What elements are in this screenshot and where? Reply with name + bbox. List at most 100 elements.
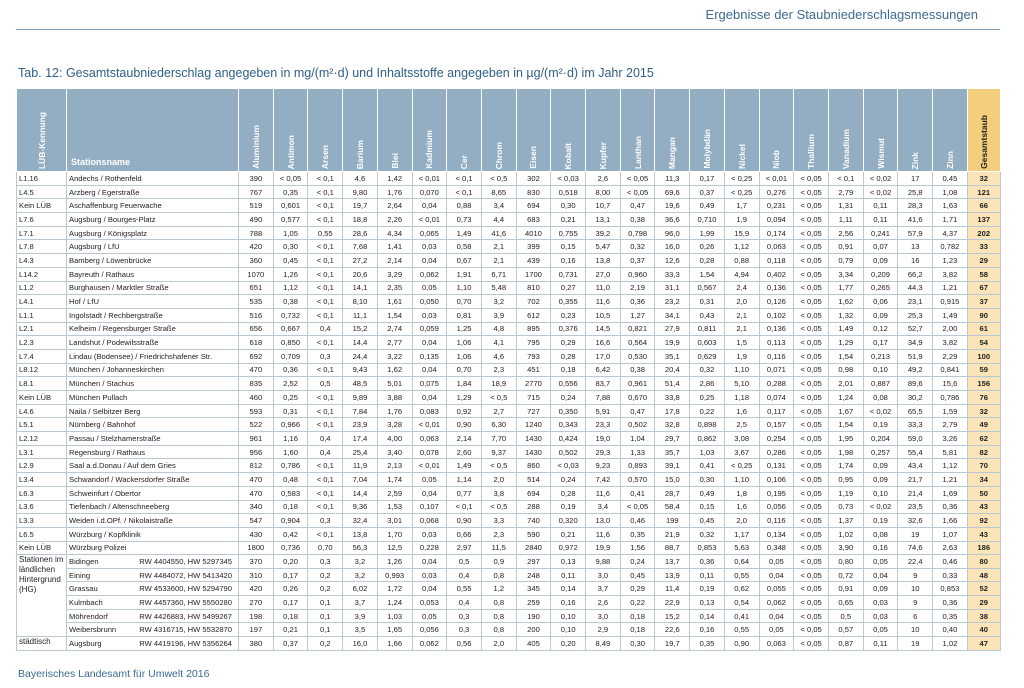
table-cell: 0,30 — [272, 239, 309, 255]
table-cell: 2,59 — [376, 485, 413, 501]
station-coords: RW 4404550, HW 5297345 — [139, 556, 232, 566]
table-cell: 0,887 — [862, 376, 899, 391]
table-cell: 0,231 — [758, 198, 795, 214]
table-cell: 0,174 — [758, 225, 795, 241]
table-cell: 2770 — [515, 376, 552, 391]
table-cell: 8,10 — [342, 294, 378, 309]
table-cell: 0,03 — [862, 595, 899, 610]
table-cell: 32 — [966, 171, 1001, 186]
table-cell: 3,2 — [342, 554, 378, 569]
column-header: Kobalt — [550, 88, 587, 172]
table-cell: 0,135 — [411, 348, 448, 364]
table-cell: < 0,05 — [793, 554, 829, 569]
table-cell: 2,1 — [480, 239, 517, 255]
table-cell: 0,083 — [411, 403, 448, 419]
table-cell: 1700 — [515, 266, 552, 282]
column-header-text: Wismut — [875, 138, 886, 169]
table-cell: 0,08 — [862, 390, 899, 405]
table-cell: 1,74 — [827, 458, 864, 474]
table-cell: 15,6 — [932, 376, 968, 391]
table-cell: 2840 — [515, 540, 552, 556]
column-header-text: Kupfer — [597, 141, 608, 169]
table-cell: 28,7 — [654, 485, 691, 501]
column-header: Nickel — [723, 88, 760, 172]
column-header: Aluminium — [238, 88, 274, 172]
table-cell: 17,8 — [654, 403, 691, 419]
table-cell: 7,70 — [480, 431, 517, 446]
table-cell: 0,17 — [862, 335, 899, 350]
table-cell: 0,074 — [758, 390, 795, 405]
table-cell: 0,355 — [550, 294, 587, 309]
table-cell: 2,9 — [585, 622, 621, 638]
table-cell: 2,1 — [723, 307, 760, 323]
table-cell: 3,9 — [480, 307, 517, 323]
table-cell: 860 — [515, 458, 552, 474]
station-cell: Möhrendorf RW 4426883, HW 5499267 — [66, 608, 239, 624]
table-cell: 7,84 — [342, 403, 378, 419]
table-cell: 52 — [966, 581, 1001, 597]
table-cell: 1,18 — [723, 390, 760, 405]
table-cell: 1070 — [238, 266, 274, 282]
table-cell: 1,27 — [619, 307, 656, 323]
table-cell: 0,4 — [446, 595, 482, 610]
table-row: L14.2 Bayreuth / Rathaus 1070 1,26 < 0,1 20,6… — [16, 266, 1001, 282]
table-cell: 1240 — [515, 417, 552, 433]
table-cell: 0,07 — [862, 239, 899, 255]
table-cell: 0,841 — [932, 362, 968, 378]
table-row: Stationen im ländlichen Hintergrund (HG)… — [16, 553, 1001, 638]
table-cell: 0,16 — [862, 540, 899, 556]
table-cell: 0,062 — [411, 266, 448, 282]
table-cell: L4.3 — [16, 253, 67, 268]
table-cell: 0,77 — [446, 485, 482, 501]
table-cell: < 0,05 — [793, 266, 829, 282]
table-cell: 24,4 — [342, 348, 378, 364]
table-cell: 1,99 — [689, 225, 725, 241]
table-cell: 1,62 — [827, 294, 864, 309]
column-header-text: Thallium — [806, 134, 817, 169]
table-cell: 0,21 — [550, 212, 587, 227]
table-cell: 0,4 — [307, 321, 344, 337]
table-cell: 0,904 — [272, 513, 309, 528]
table-cell: 0,157 — [758, 417, 795, 433]
column-header-text: Barium — [354, 139, 365, 169]
table-cell: 0,24 — [550, 472, 587, 487]
station-name: Bidingen — [69, 556, 99, 566]
table-cell: 54 — [966, 335, 1001, 350]
table-cell: 80 — [966, 554, 1001, 569]
table-cell: 5,91 — [585, 403, 621, 419]
table-cell: 0,37 — [272, 636, 309, 651]
table-cell: 22,9 — [654, 595, 691, 610]
station-name: Grassau — [69, 584, 98, 594]
table-cell: 198 — [238, 608, 274, 624]
table-cell: 29 — [966, 595, 1001, 610]
table-cell: 1,66 — [376, 636, 413, 651]
station-coords: RW 4484072, HW 5413420 — [139, 570, 232, 580]
table-cell: 0,254 — [758, 431, 795, 446]
table-cell: 22,6 — [654, 622, 691, 638]
table-cell: 0,11 — [689, 567, 725, 583]
table-cell: 702 — [515, 294, 552, 309]
table-cell: 4,1 — [480, 335, 517, 350]
table-cell: 694 — [515, 198, 552, 214]
station-name: Weibersbrunn — [69, 625, 117, 635]
table-cell: 2,0 — [723, 513, 760, 528]
table-cell: 0,102 — [758, 307, 795, 323]
table-cell: 9,37 — [480, 444, 517, 460]
table-cell: 3,7 — [342, 595, 378, 610]
table-cell: 55,4 — [897, 444, 934, 460]
table-cell: 0,18 — [272, 608, 309, 624]
table-cell: 0,56 — [446, 636, 482, 651]
table-cell: 58,4 — [654, 499, 691, 515]
table-cell: 0,58 — [446, 239, 482, 255]
table-cell: 100 — [966, 348, 1001, 364]
table-cell: 0,41 — [619, 485, 656, 501]
table-cell: 1,12 — [723, 239, 760, 255]
table-cell: 13,9 — [654, 567, 691, 583]
column-header: Antimon — [272, 88, 309, 172]
table-cell: < 0,05 — [793, 253, 829, 268]
table-cell: 1,54 — [376, 307, 413, 323]
table-cell: < 0,05 — [793, 636, 829, 651]
table-cell: 1,33 — [619, 444, 656, 460]
table-cell: < 0,1 — [446, 499, 482, 515]
